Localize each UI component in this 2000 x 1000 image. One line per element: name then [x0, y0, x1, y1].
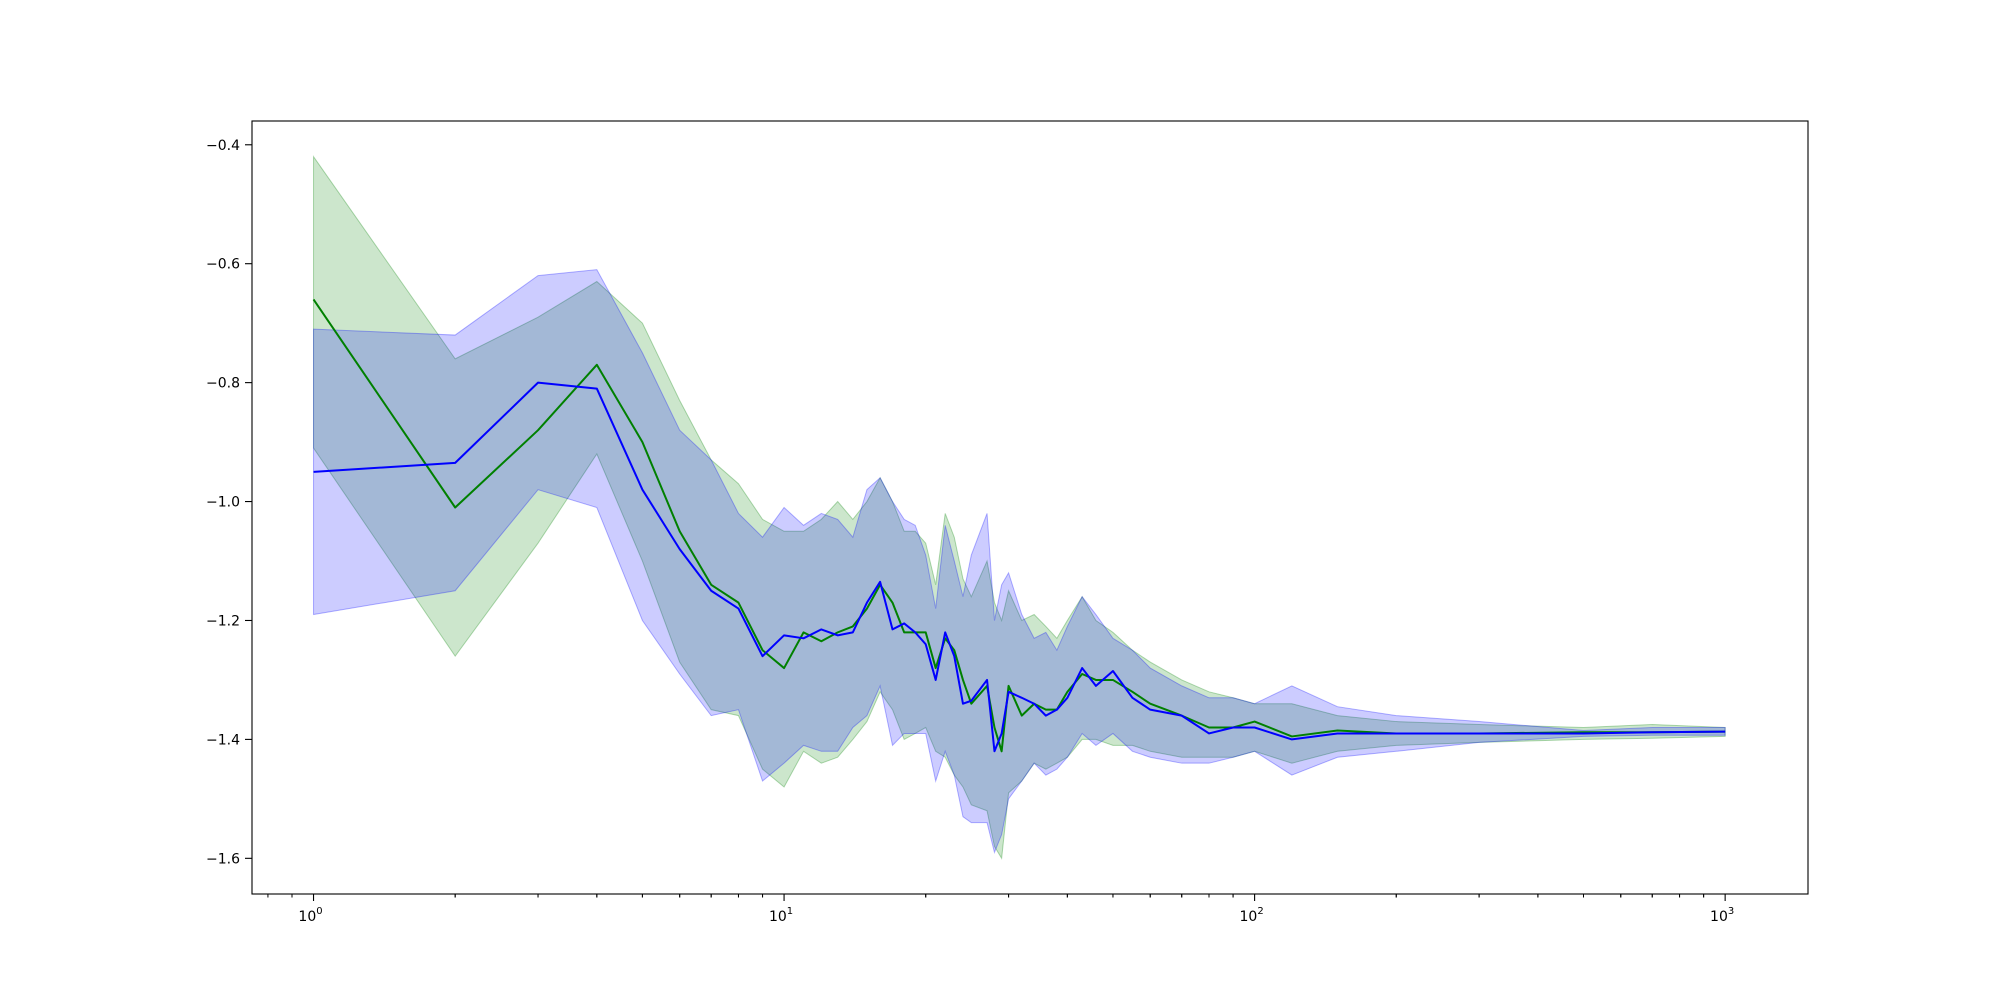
x-tick-label: 100: [298, 906, 322, 925]
y-axis: −0.4 −0.6 −0.8 −1.0 −1.2 −1.4 −1.6: [206, 138, 252, 867]
series-lines: [312, 298, 1726, 753]
x-axis: 100 101 102 103: [267, 894, 1734, 925]
band-series-2: [313, 269, 1726, 854]
y-tick-label: −1.6: [206, 851, 240, 867]
x-tick-label: 101: [769, 906, 793, 925]
y-tick-label: −1.2: [206, 613, 240, 629]
band-series-1: [313, 155, 1726, 860]
y-tick-label: −1.0: [206, 495, 240, 511]
line-series-2: [313, 381, 1726, 753]
x-tick-label: 102: [1240, 906, 1264, 925]
y-tick-label: −0.6: [206, 257, 240, 273]
y-tick-label: −0.8: [206, 376, 240, 392]
x-tick-label: 103: [1710, 906, 1734, 925]
plot-frame: [251, 120, 1809, 895]
y-tick-label: −0.4: [206, 138, 240, 154]
y-tick-label: −1.4: [206, 732, 240, 748]
confidence-bands: [313, 155, 1726, 860]
